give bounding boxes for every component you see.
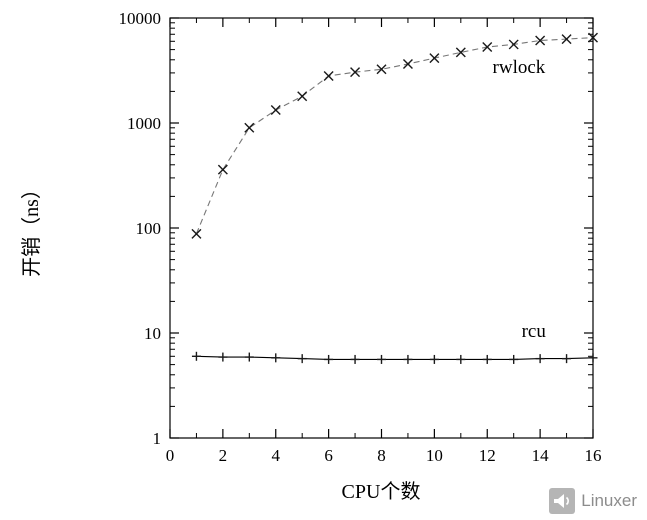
rwlock-marker-dot bbox=[591, 36, 595, 39]
rwlock-marker-dot bbox=[380, 68, 383, 71]
x-tick-label: 10 bbox=[426, 446, 443, 465]
x-axis-title: CPU个数 bbox=[342, 480, 421, 503]
series-rwlock bbox=[191, 32, 598, 239]
rwlock-marker-dot bbox=[248, 126, 251, 129]
x-tick-label: 6 bbox=[324, 446, 333, 465]
plot-area: 1 10 100 1000 10000 0 2 4 6 8 10 12 14 16 rwlock rcu bbox=[119, 9, 602, 465]
x-tick-label: 14 bbox=[532, 446, 550, 465]
y-tick-label: 1000 bbox=[127, 114, 161, 133]
rwlock-marker-dot bbox=[433, 57, 436, 60]
rwlock-marker-dot bbox=[565, 37, 568, 41]
x-tick-label: 4 bbox=[272, 446, 281, 465]
x-tick-label: 2 bbox=[219, 446, 228, 465]
rcu-line bbox=[196, 355, 594, 360]
x-tick-label: 8 bbox=[377, 446, 386, 465]
rwlock-marker-dot bbox=[459, 51, 462, 54]
rwlock-line bbox=[195, 37, 594, 235]
rwlock-marker-dot bbox=[327, 74, 330, 78]
x-tick-label: 12 bbox=[479, 446, 496, 465]
rwlock-marker-dot bbox=[353, 71, 357, 74]
rwlock-marker-dot bbox=[486, 45, 489, 49]
y-tick-label: 100 bbox=[136, 219, 162, 238]
watermark: Linuxer bbox=[549, 488, 637, 514]
series-rcu bbox=[191, 351, 598, 364]
x-tick-label: 16 bbox=[585, 446, 602, 465]
rwlock-marker-dot bbox=[512, 43, 515, 46]
rwlock-marker-dot bbox=[406, 62, 410, 66]
y-axis-title: 开销（ns） bbox=[20, 179, 43, 277]
plot-border bbox=[169, 17, 594, 439]
series-label-rcu: rcu bbox=[522, 321, 547, 342]
megaphone-icon bbox=[549, 488, 576, 514]
y-axis-ticks: 1 10 100 1000 10000 bbox=[119, 9, 593, 448]
rwlock-marker-dot bbox=[221, 168, 224, 171]
x-axis-ticks: 0 2 4 6 8 10 12 14 16 bbox=[166, 18, 602, 465]
rwlock-marker-dot bbox=[301, 95, 304, 98]
rwlock-marker-dot bbox=[539, 39, 542, 42]
series-label-rwlock: rwlock bbox=[493, 57, 546, 78]
y-tick-label: 10 bbox=[144, 324, 161, 343]
rwlock-marker-dot bbox=[195, 232, 198, 235]
rwlock-marker-dot bbox=[274, 108, 277, 112]
y-tick-label: 1 bbox=[153, 429, 162, 448]
watermark-text: Linuxer bbox=[581, 491, 637, 510]
x-tick-label: 0 bbox=[166, 446, 175, 465]
y-tick-label: 10000 bbox=[119, 9, 162, 28]
